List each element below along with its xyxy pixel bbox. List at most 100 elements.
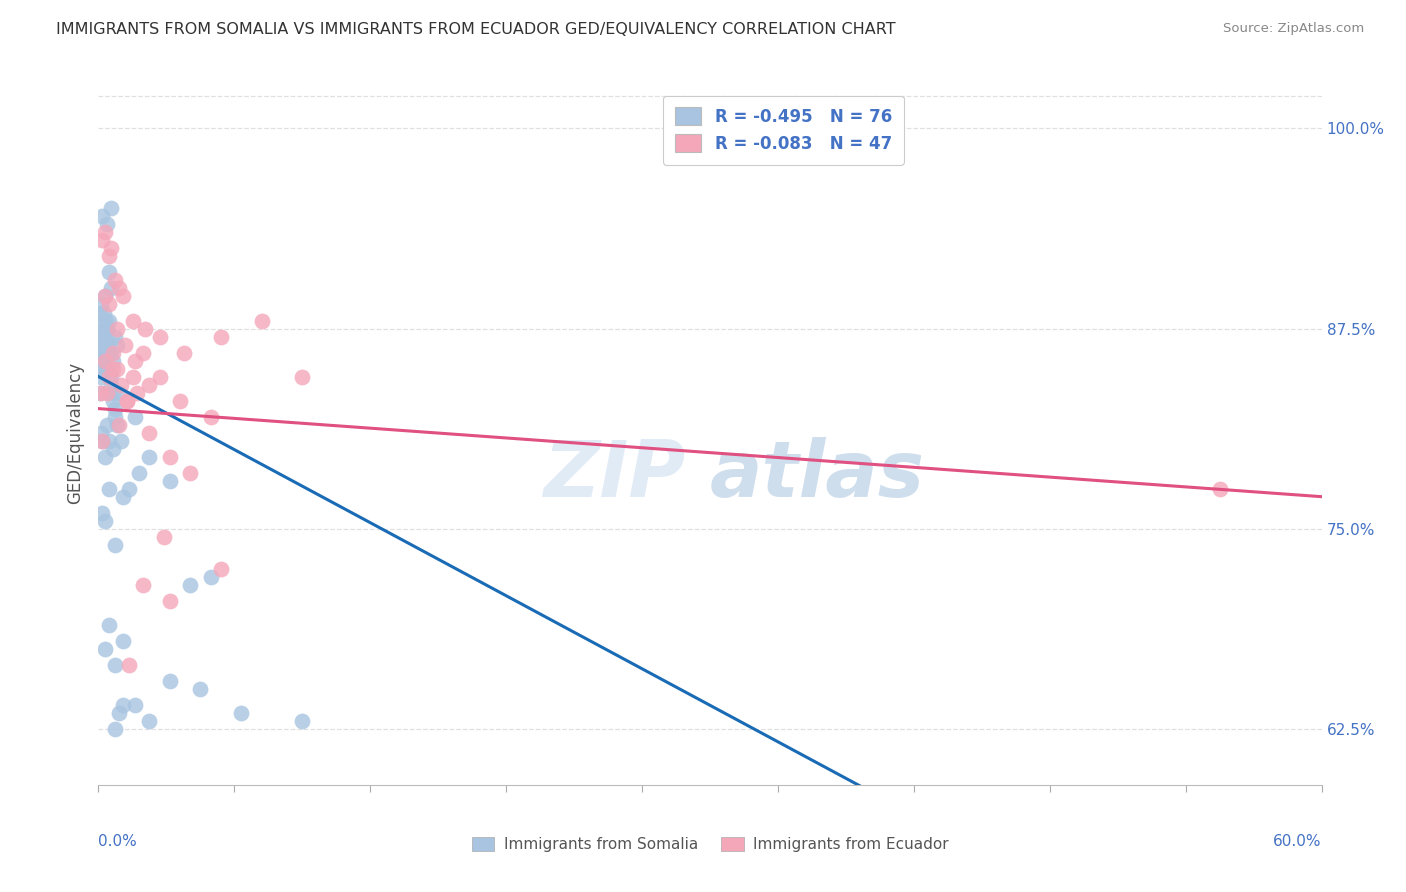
Point bbox=[200, 409, 222, 424]
Point bbox=[122, 313, 145, 327]
Point bbox=[159, 450, 181, 464]
Point bbox=[111, 289, 134, 303]
Point bbox=[108, 385, 131, 400]
Text: IMMIGRANTS FROM SOMALIA VS IMMIGRANTS FROM ECUADOR GED/EQUIVALENCY CORRELATION C: IMMIGRANTS FROM SOMALIA VS IMMIGRANTS FR… bbox=[56, 22, 896, 37]
Point bbox=[90, 345, 112, 359]
Text: 60.0%: 60.0% bbox=[1274, 834, 1322, 849]
Point bbox=[132, 345, 155, 359]
Point bbox=[93, 226, 115, 240]
Point bbox=[118, 657, 141, 672]
Point bbox=[90, 297, 112, 311]
Point bbox=[91, 234, 114, 248]
Point bbox=[101, 353, 124, 368]
Point bbox=[96, 321, 118, 335]
Point bbox=[105, 321, 128, 335]
Point bbox=[169, 393, 191, 408]
Point bbox=[110, 377, 132, 392]
Point bbox=[122, 369, 145, 384]
Point bbox=[100, 202, 122, 216]
Point bbox=[108, 706, 131, 720]
Legend: R = -0.495   N = 76, R = -0.083   N = 47: R = -0.495 N = 76, R = -0.083 N = 47 bbox=[664, 95, 904, 165]
Point bbox=[100, 345, 122, 359]
Point bbox=[93, 305, 115, 319]
Point bbox=[97, 313, 120, 327]
Point bbox=[105, 337, 128, 351]
Point bbox=[96, 329, 118, 343]
Point bbox=[97, 337, 120, 351]
Point bbox=[91, 313, 114, 327]
Text: ZIP: ZIP bbox=[543, 437, 686, 513]
Point bbox=[104, 273, 127, 287]
Point bbox=[97, 361, 120, 376]
Point bbox=[97, 482, 120, 496]
Point bbox=[91, 434, 114, 448]
Point bbox=[90, 425, 112, 440]
Point bbox=[115, 393, 138, 408]
Point bbox=[124, 409, 146, 424]
Point bbox=[111, 490, 134, 504]
Point bbox=[97, 265, 120, 279]
Point bbox=[291, 714, 314, 728]
Point bbox=[100, 242, 122, 256]
Point bbox=[152, 530, 174, 544]
Point bbox=[209, 562, 232, 576]
Point bbox=[89, 385, 111, 400]
Point bbox=[96, 417, 118, 432]
Point bbox=[96, 218, 118, 232]
Point bbox=[124, 698, 146, 712]
Point bbox=[291, 369, 314, 384]
Point bbox=[231, 706, 253, 720]
Point bbox=[97, 617, 120, 632]
Point bbox=[104, 409, 127, 424]
Point bbox=[115, 393, 138, 408]
Point bbox=[200, 570, 222, 584]
Point bbox=[101, 385, 124, 400]
Point bbox=[96, 385, 118, 400]
Point bbox=[93, 321, 115, 335]
Point bbox=[108, 281, 131, 295]
Point bbox=[138, 714, 160, 728]
Point bbox=[138, 377, 160, 392]
Point bbox=[104, 722, 127, 736]
Point bbox=[93, 450, 115, 464]
Point bbox=[91, 329, 114, 343]
Point bbox=[91, 210, 114, 224]
Point bbox=[179, 578, 201, 592]
Point bbox=[104, 329, 127, 343]
Point bbox=[100, 369, 122, 384]
Point bbox=[90, 369, 112, 384]
Point bbox=[97, 361, 120, 376]
Point bbox=[101, 345, 124, 359]
Point bbox=[149, 369, 172, 384]
Point bbox=[159, 673, 181, 688]
Point bbox=[97, 250, 120, 264]
Point bbox=[93, 289, 115, 303]
Point bbox=[138, 450, 160, 464]
Point bbox=[138, 425, 160, 440]
Point bbox=[96, 321, 118, 335]
Point bbox=[97, 369, 120, 384]
Point bbox=[111, 633, 134, 648]
Point bbox=[100, 281, 122, 295]
Point bbox=[89, 329, 111, 343]
Point bbox=[118, 482, 141, 496]
Point bbox=[89, 361, 111, 376]
Point bbox=[250, 313, 273, 327]
Point bbox=[93, 289, 115, 303]
Point bbox=[149, 329, 172, 343]
Point bbox=[93, 514, 115, 528]
Point bbox=[101, 361, 124, 376]
Point bbox=[93, 337, 115, 351]
Point bbox=[132, 578, 155, 592]
Point bbox=[111, 698, 134, 712]
Point bbox=[91, 506, 114, 520]
Point bbox=[159, 474, 181, 488]
Point bbox=[100, 377, 122, 392]
Point bbox=[91, 434, 114, 448]
Point bbox=[101, 393, 124, 408]
Point bbox=[108, 417, 131, 432]
Point bbox=[93, 337, 115, 351]
Point bbox=[90, 345, 112, 359]
Point bbox=[134, 321, 156, 335]
Point bbox=[159, 594, 181, 608]
